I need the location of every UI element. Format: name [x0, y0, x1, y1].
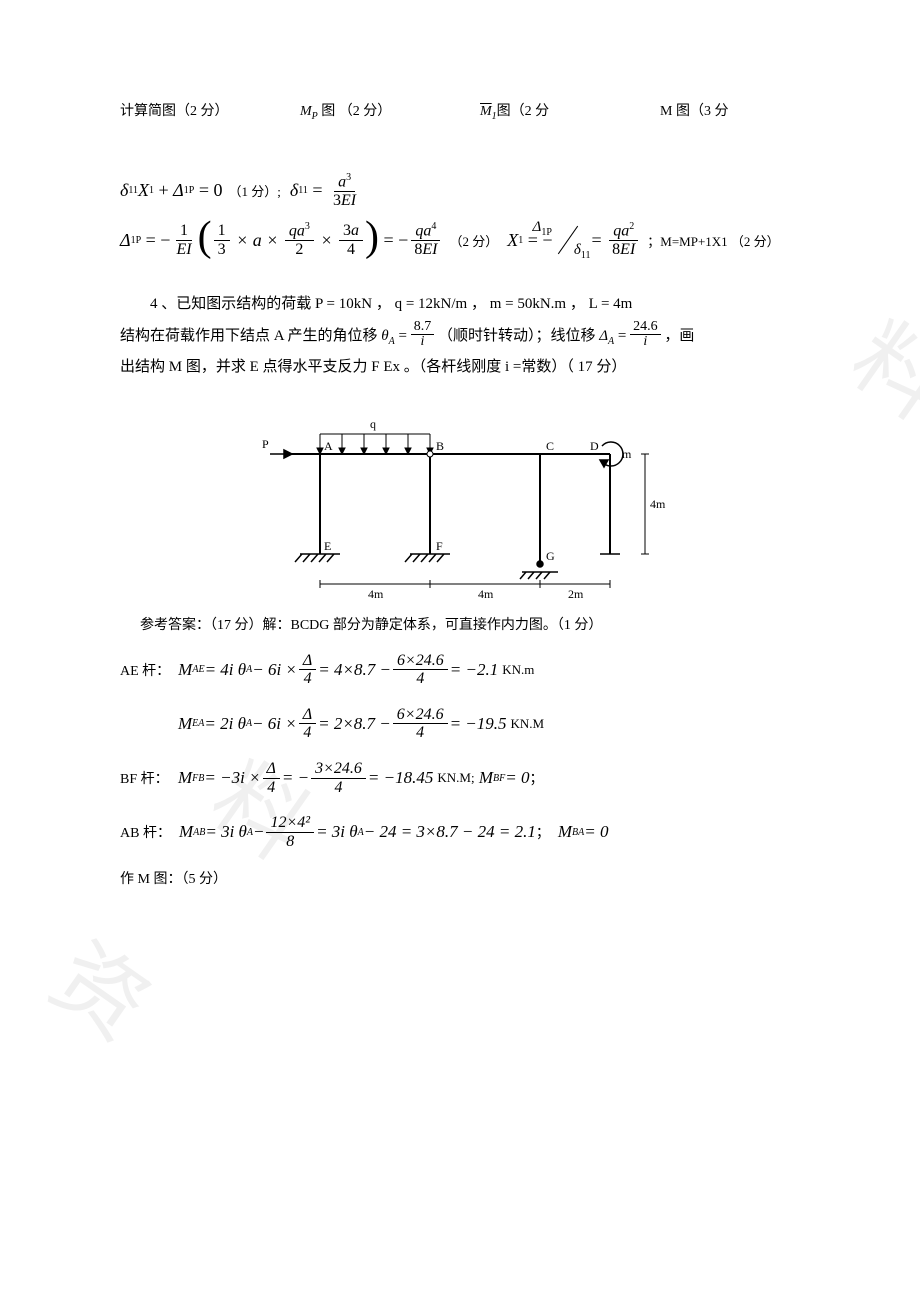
watermark-3: 资 — [31, 906, 179, 1064]
eq-AE: AE 杆： MAE = 4i θA − 6i × Δ4 = 4×8.7 − 6×… — [120, 652, 800, 688]
label-m1-diagram: M1图（2 分 — [480, 100, 660, 122]
page: 料 料 资 计算简图（2 分） MP 图 （2 分） M1图（2 分 M 图（3… — [0, 0, 920, 948]
lbl-q: q — [370, 417, 376, 431]
lbl-s3: 2m — [568, 587, 584, 601]
header-labels: 计算简图（2 分） MP 图 （2 分） M1图（2 分 M 图（3 分 — [120, 100, 800, 122]
lbl-C: C — [546, 439, 554, 453]
answer-header: 参考答案：（17 分）解：BCDG 部分为静定体系，可直接作内力图。（1 分） — [140, 614, 800, 634]
label-m-diagram: M 图（3 分 — [660, 100, 800, 122]
lbl-G: G — [546, 549, 555, 563]
eq-AB: AB 杆： MAB = 3i θA − 12×4²8 = 3i θA − 24 … — [120, 814, 800, 850]
lbl-F: F — [436, 539, 443, 553]
lbl-P: P — [262, 437, 269, 451]
lbl-s2: 4m — [478, 587, 494, 601]
lbl-D: D — [590, 439, 599, 453]
lbl-B: B — [436, 439, 444, 453]
frac-a3-3ei: a3 3EI — [329, 172, 360, 210]
label-calc-diagram: 计算简图（2 分） — [120, 100, 300, 122]
watermark-2: 料 — [191, 726, 339, 884]
equation-delta1p: Δ1P = − 1EI ( 13 × a × qa32 × 3a4 ) = − … — [120, 221, 800, 259]
eq-BF: BF 杆： MFB = −3i × Δ4 = − 3×24.64 = −18.4… — [120, 760, 800, 796]
label-mp-diagram: MP 图 （2 分） — [300, 100, 480, 122]
lbl-E: E — [324, 539, 331, 553]
watermark-1: 料 — [831, 286, 920, 444]
lbl-h: 4m — [650, 497, 666, 511]
lbl-A: A — [324, 439, 333, 453]
footer-note: 作 M 图：（5 分） — [120, 868, 800, 888]
equation-delta11: δ11X1 + Δ1P = 0 （1 分）; δ11 = a3 3EI — [120, 172, 800, 210]
diag-frac: Δ1P δ11 — [553, 225, 583, 255]
problem-4: 4 、已知图示结构的荷载 P = 10kN ， q = 12kN/m ， m =… — [120, 289, 800, 384]
lbl-m: m — [622, 447, 632, 461]
eq-EA: MEA = 2i θA − 6i × Δ4 = 2×8.7 − 6×24.64 … — [120, 706, 800, 742]
structure-diagram: q P A B C D m E F G 4m 4m 4m 2m — [120, 404, 800, 604]
lbl-s1: 4m — [368, 587, 384, 601]
